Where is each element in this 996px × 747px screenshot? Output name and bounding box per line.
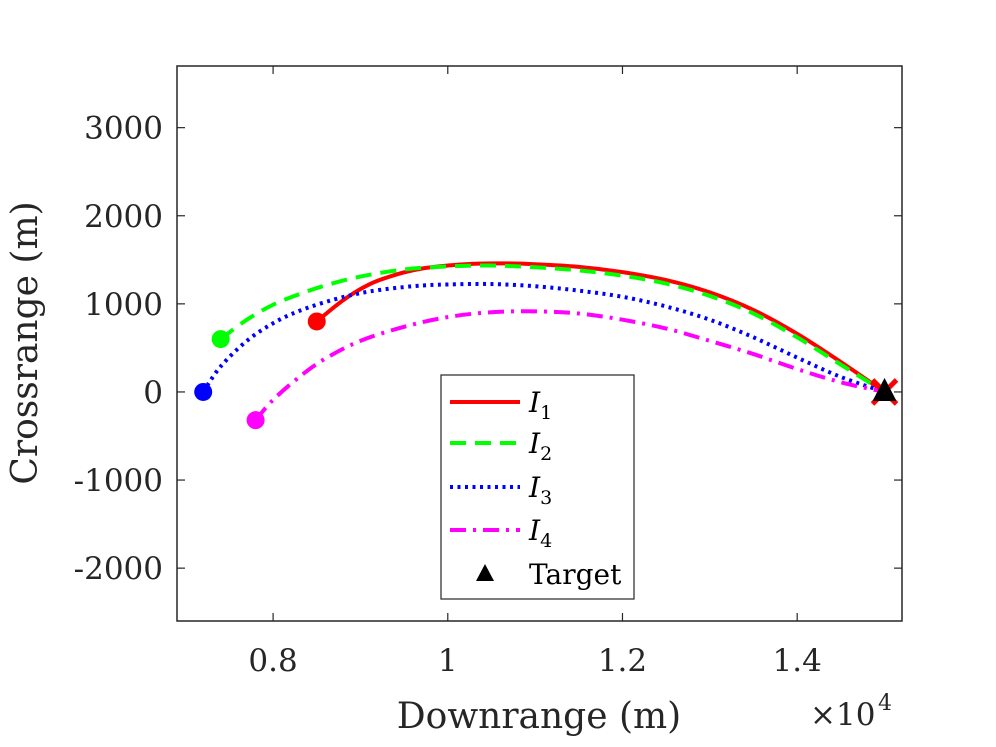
start-marker-4 (246, 411, 265, 430)
series-group (201, 261, 886, 422)
series-line-3 (201, 281, 886, 394)
ticks-group: 0.8 1 1.2 1.4 -2000 -1000 0 1000 2000 3000 (74, 66, 902, 679)
y-tick-label: 0 (143, 375, 163, 411)
legend-label-3: I3 (528, 471, 552, 509)
y-tick-label: 3000 (84, 111, 163, 147)
markers-group (194, 312, 899, 430)
series-line-4 (254, 309, 885, 422)
y-tick-label: -1000 (74, 463, 163, 499)
x-exponent-power: 4 (878, 691, 892, 716)
start-marker-1 (307, 312, 326, 331)
y-tick-label: -2000 (74, 551, 163, 587)
series-line-1 (315, 261, 886, 394)
start-marker-3 (194, 382, 213, 401)
series-line-2 (219, 263, 886, 394)
start-marker-2 (211, 330, 230, 349)
legend-label-1: I1 (528, 386, 552, 424)
x-axis-label: Downrange (m) (397, 696, 681, 737)
x-exponent-base: ×10 (810, 697, 875, 733)
x-exponent: ×10 4 (810, 691, 892, 733)
x-tick-label: 1.2 (598, 643, 647, 679)
x-tick-label: 0.8 (248, 643, 297, 679)
target-marker (872, 377, 897, 401)
y-tick-label: 1000 (84, 287, 163, 323)
legend-label-2: I2 (528, 427, 552, 465)
x-tick-label: 1 (438, 643, 458, 679)
legend-label-target: Target (529, 558, 622, 591)
x-tick-label: 1.4 (773, 643, 822, 679)
legend-label-4: I4 (528, 514, 552, 552)
y-axis-label: Crossrange (m) (5, 201, 46, 484)
y-tick-label: 2000 (84, 199, 163, 235)
legend-target-swatch (476, 564, 494, 581)
